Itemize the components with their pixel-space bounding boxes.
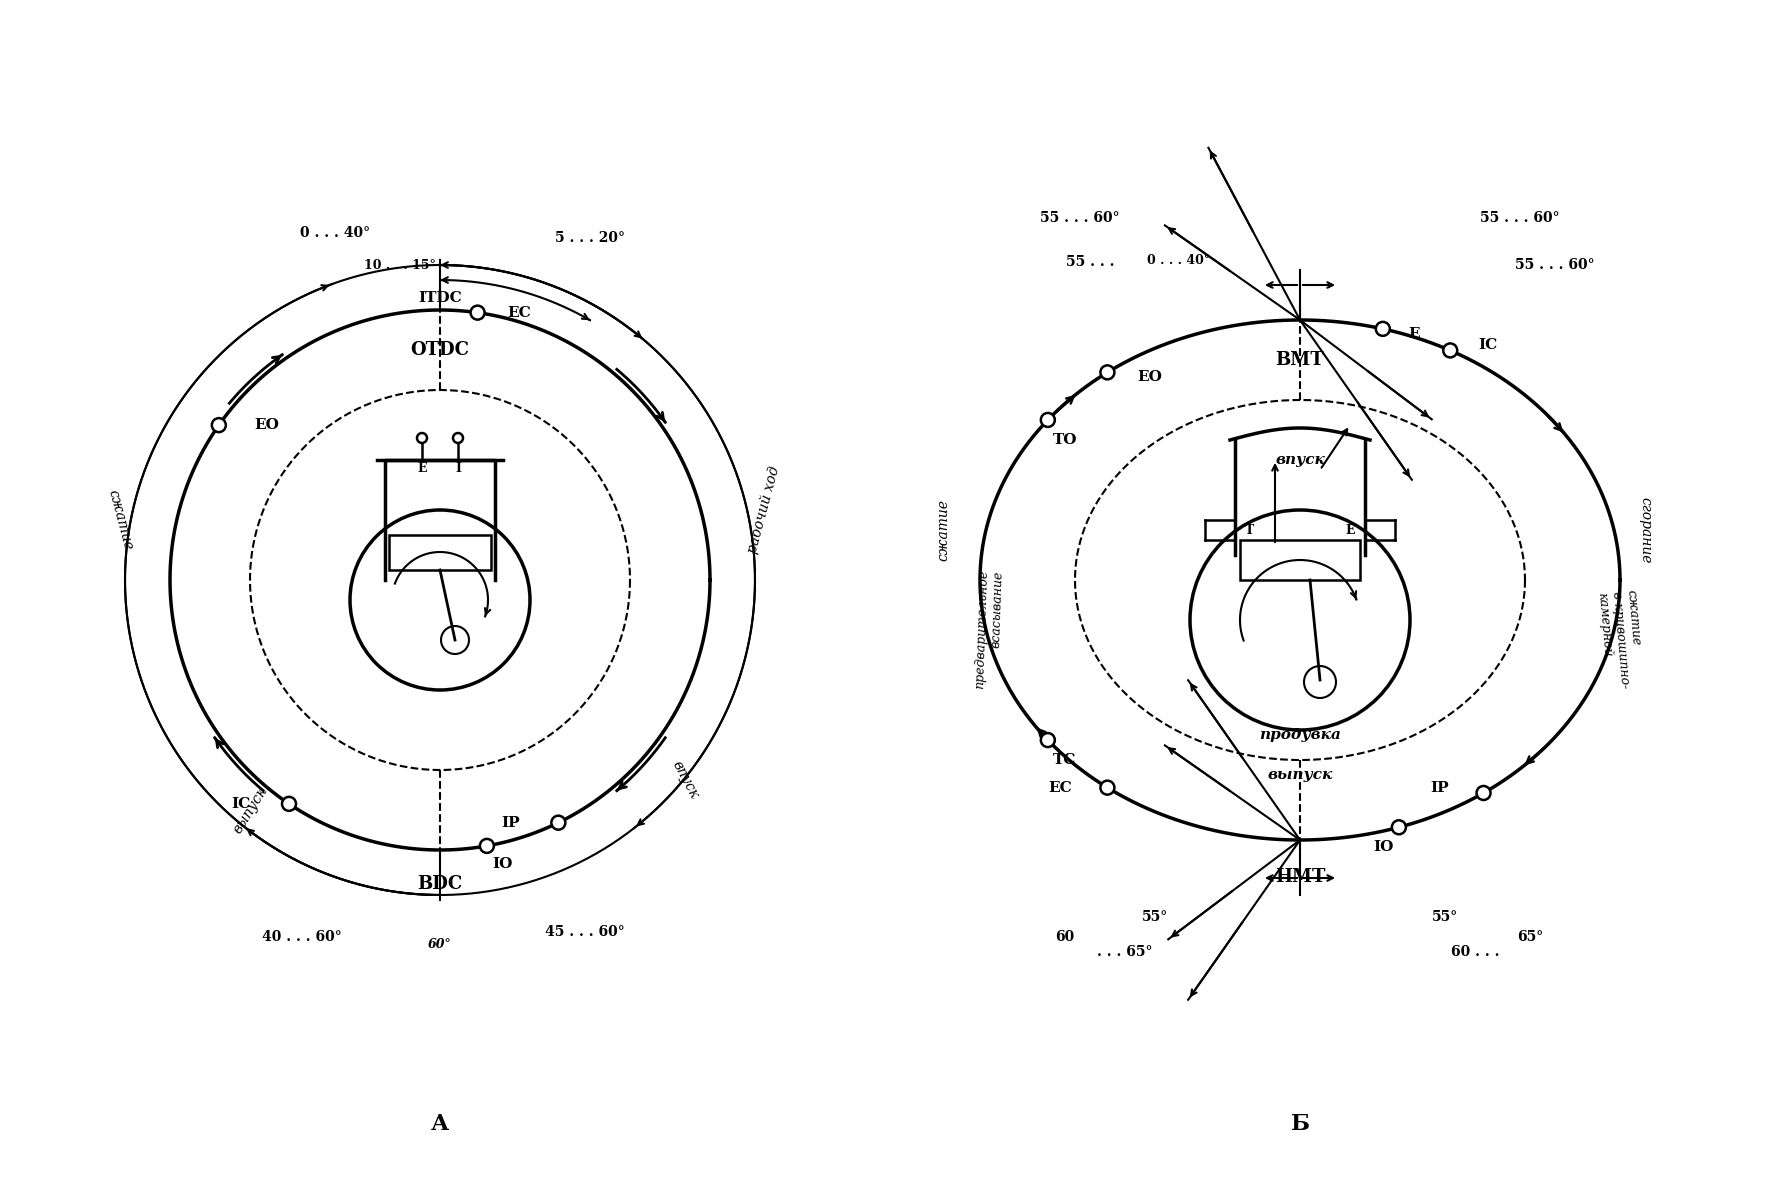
Circle shape: [1040, 413, 1054, 427]
Text: предварительное
всасывание: предварительное всасывание: [972, 570, 1004, 690]
Text: 45 . . . 60°: 45 . . . 60°: [546, 925, 624, 938]
Text: 40 . . . 60°: 40 . . . 60°: [262, 930, 343, 944]
Text: ЕО: ЕО: [1138, 371, 1163, 384]
Text: 60 . . .: 60 . . .: [1450, 946, 1499, 959]
Bar: [1240, 540, 1359, 580]
Text: IO: IO: [1374, 840, 1393, 854]
Text: впуск: впуск: [1276, 452, 1326, 467]
Text: IP: IP: [1431, 781, 1449, 794]
Circle shape: [1477, 786, 1491, 800]
Text: впуск: впуск: [669, 758, 701, 802]
Circle shape: [1101, 365, 1115, 379]
Text: BDC: BDC: [417, 875, 462, 893]
Text: E: E: [1408, 326, 1420, 341]
Text: IP: IP: [501, 816, 521, 829]
Text: 55 . . . 60°: 55 . . . 60°: [1040, 211, 1120, 226]
Text: 60: 60: [1056, 930, 1074, 944]
Text: выпуск: выпуск: [1267, 768, 1333, 782]
Circle shape: [1443, 343, 1458, 358]
Text: сгорание: сгорание: [1638, 497, 1652, 563]
Circle shape: [1392, 821, 1406, 834]
Text: 55 . . . 60°: 55 . . . 60°: [1481, 211, 1559, 226]
Text: IO: IO: [492, 857, 512, 871]
Text: E: E: [1345, 523, 1356, 536]
Text: 55°: 55°: [1142, 910, 1169, 924]
Text: А: А: [432, 1114, 450, 1135]
Text: продувка: продувка: [1260, 728, 1342, 742]
Circle shape: [471, 306, 485, 319]
Text: IC: IC: [232, 797, 252, 811]
Text: . . . 65°: . . . 65°: [1097, 946, 1152, 959]
Text: 55 . . . 60°: 55 . . . 60°: [1515, 258, 1595, 272]
Circle shape: [282, 797, 296, 811]
Text: 0 . . . 40°: 0 . . . 40°: [300, 226, 369, 240]
Text: IC: IC: [1479, 338, 1497, 353]
Bar: [389, 535, 491, 570]
Circle shape: [212, 418, 227, 432]
Circle shape: [480, 839, 494, 853]
Text: EC: EC: [1049, 781, 1072, 794]
Circle shape: [453, 433, 464, 443]
Text: выпуск: выпуск: [230, 784, 269, 836]
Text: 60°: 60°: [428, 938, 451, 950]
Text: НМТ: НМТ: [1276, 868, 1326, 886]
Text: сжатие: сжатие: [105, 488, 136, 552]
Circle shape: [1101, 781, 1115, 794]
Text: Б: Б: [1290, 1114, 1309, 1135]
Text: EC: EC: [508, 306, 532, 319]
Text: I: I: [455, 462, 460, 475]
Text: 55°: 55°: [1433, 910, 1458, 924]
Text: EO: EO: [253, 418, 278, 432]
Circle shape: [551, 816, 566, 829]
Circle shape: [1040, 733, 1054, 748]
Text: 5 . . . 20°: 5 . . . 20°: [555, 230, 624, 245]
Text: 0 . . . 40°: 0 . . . 40°: [1147, 253, 1210, 266]
Circle shape: [417, 433, 426, 443]
Text: ITDC: ITDC: [417, 290, 462, 305]
Text: 65°: 65°: [1516, 930, 1543, 944]
Circle shape: [1375, 322, 1390, 336]
Text: OTDC: OTDC: [410, 341, 469, 359]
Text: 10 . . . 15°: 10 . . . 15°: [364, 259, 435, 272]
Text: сжатие: сжатие: [937, 499, 951, 560]
Text: T: T: [1245, 523, 1254, 536]
Text: E: E: [417, 462, 426, 475]
Text: рабочий ход: рабочий ход: [746, 464, 783, 556]
Text: ТО: ТО: [1053, 433, 1078, 446]
Text: ТС: ТС: [1053, 754, 1076, 767]
Text: 55 . . .: 55 . . .: [1067, 254, 1115, 269]
Text: сжатие
в кривошипно-
камерной: сжатие в кривошипно- камерной: [1595, 589, 1647, 690]
Text: ВМТ: ВМТ: [1276, 350, 1324, 370]
